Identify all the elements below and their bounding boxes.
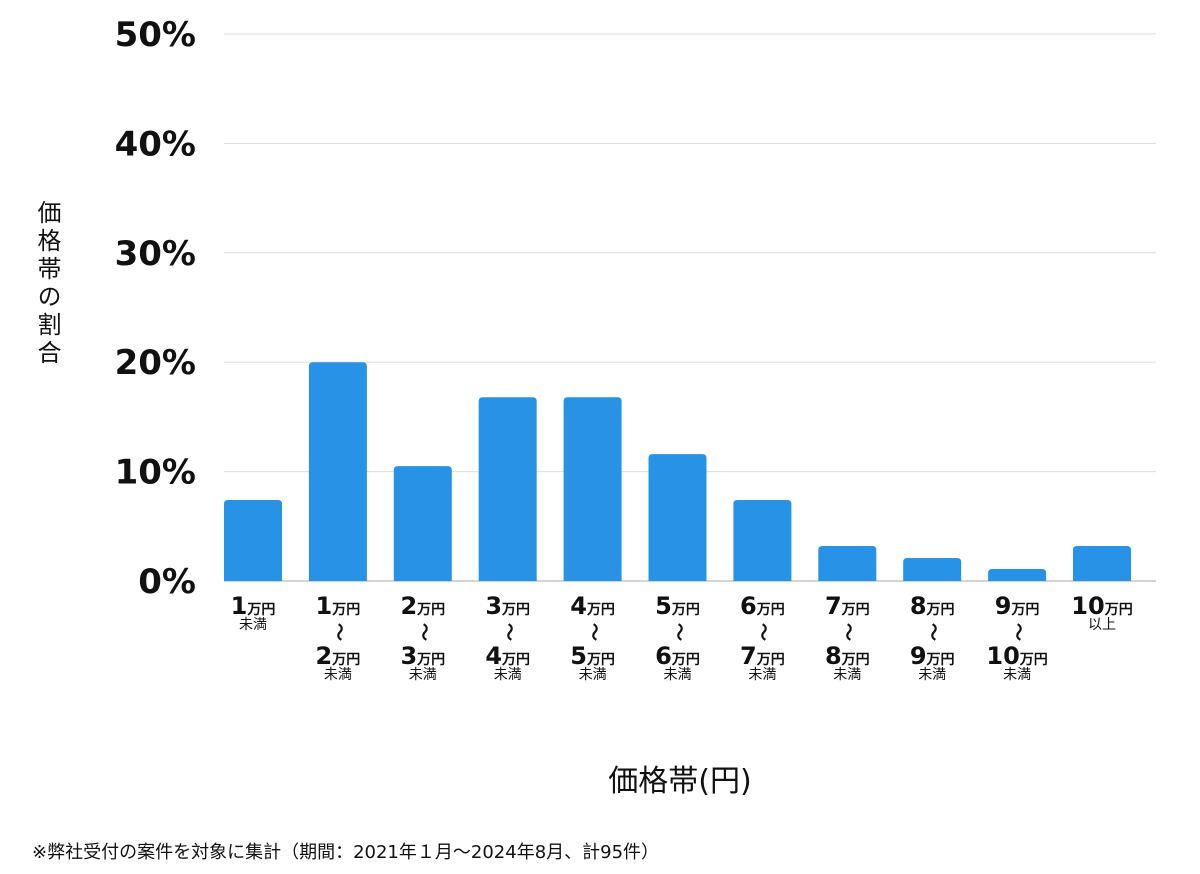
range-mark: 〜 xyxy=(327,623,349,641)
x-tick-label: 9万円〜 10万円 未満 xyxy=(975,594,1059,682)
range-to-unit: 万円 xyxy=(417,652,446,668)
range-from: 9 xyxy=(994,592,1012,620)
range-suffix: 未満 xyxy=(323,667,352,683)
y-tick-label: 50% xyxy=(115,15,196,55)
bar xyxy=(648,454,707,581)
range-suffix: 未満 xyxy=(408,667,437,683)
bar xyxy=(733,500,792,581)
bar xyxy=(818,545,877,581)
y-axis-label: 価格帯の割合 xyxy=(33,200,61,368)
bar xyxy=(903,558,962,581)
range-mark: 〜 xyxy=(412,623,434,641)
range-suffix: 未満 xyxy=(578,667,607,683)
y-tick-label: 30% xyxy=(115,234,196,274)
range-from: 1 xyxy=(315,592,333,620)
range-suffix: 未満 xyxy=(748,667,777,683)
bar xyxy=(308,362,367,581)
x-tick-label: 1万円〜 2万円 未満 xyxy=(296,594,380,682)
range-from-unit: 万円 xyxy=(1011,602,1040,618)
range-from-unit: 万円 xyxy=(841,602,870,618)
range-mark: 〜 xyxy=(667,623,689,641)
range-to-unit: 万円 xyxy=(756,652,785,668)
range-from: 7 xyxy=(824,592,842,620)
range-to: 4 xyxy=(485,642,503,670)
bar xyxy=(1073,545,1131,581)
x-tick-label: 10万円 以上 xyxy=(1060,594,1144,632)
bar xyxy=(563,397,622,581)
range-to-unit: 万円 xyxy=(671,652,700,668)
range-from-unit: 万円 xyxy=(247,602,276,618)
y-tick-label: 20% xyxy=(115,343,196,383)
y-tick-label: 40% xyxy=(115,124,196,164)
range-from: 4 xyxy=(570,592,587,620)
range-from-unit: 万円 xyxy=(1104,602,1133,618)
range-to-unit: 万円 xyxy=(1019,652,1048,668)
range-mark: 〜 xyxy=(1007,623,1029,641)
range-to: 7 xyxy=(740,642,757,670)
range-mark: 〜 xyxy=(752,623,774,641)
x-tick-label: 2万円〜 3万円 未満 xyxy=(381,594,465,682)
bar xyxy=(224,500,282,581)
range-to-unit: 万円 xyxy=(926,652,955,668)
range-from-unit: 万円 xyxy=(756,602,785,618)
range-to-unit: 万円 xyxy=(502,652,531,668)
range-to: 6 xyxy=(655,642,672,670)
range-to: 5 xyxy=(570,642,587,670)
range-to: 3 xyxy=(400,642,418,670)
x-tick-label: 1万円 未満 xyxy=(211,594,295,632)
range-to: 9 xyxy=(909,642,927,670)
y-tick-label: 10% xyxy=(115,453,196,493)
range-suffix: 未満 xyxy=(493,667,522,683)
x-tick-label: 6万円〜 7万円 未満 xyxy=(720,594,804,682)
range-suffix: 未満 xyxy=(663,667,692,683)
bar xyxy=(478,397,537,581)
range-mark: 〜 xyxy=(497,623,519,641)
x-tick-label: 8万円〜 9万円 未満 xyxy=(890,594,974,682)
range-to: 2 xyxy=(315,642,333,670)
x-axis-label: 価格帯(円) xyxy=(608,764,752,799)
range-from-unit: 万円 xyxy=(586,602,615,618)
range-from: 3 xyxy=(485,592,503,620)
range-from-unit: 万円 xyxy=(417,602,446,618)
range-suffix: 未満 xyxy=(833,667,862,683)
range-from: 2 xyxy=(400,592,418,620)
range-mark: 〜 xyxy=(582,623,604,641)
x-tick-label: 7万円〜 8万円 未満 xyxy=(805,594,889,682)
range-mark: 〜 xyxy=(922,623,944,641)
bar xyxy=(988,568,1047,581)
range-from: 6 xyxy=(740,592,757,620)
range-to-unit: 万円 xyxy=(332,652,361,668)
range-mark: 〜 xyxy=(837,623,859,641)
range-from: 8 xyxy=(909,592,927,620)
range-from-unit: 万円 xyxy=(671,602,700,618)
range-from: 5 xyxy=(655,592,672,620)
range-from: 1 xyxy=(230,592,248,620)
x-tick-label: 3万円〜 4万円 未満 xyxy=(466,594,550,682)
y-tick-label: 0% xyxy=(138,562,196,602)
range-from-unit: 万円 xyxy=(332,602,361,618)
range-from: 10 xyxy=(1071,592,1105,620)
range-from-unit: 万円 xyxy=(502,602,531,618)
range-to-unit: 万円 xyxy=(586,652,615,668)
range-to: 10 xyxy=(986,642,1020,670)
x-tick-label: 4万円〜 5万円 未満 xyxy=(551,594,635,682)
range-suffix: 以上 xyxy=(1088,617,1116,633)
range-suffix: 未満 xyxy=(1003,667,1032,683)
range-suffix: 未満 xyxy=(918,667,947,683)
footnote: ※弊社受付の案件を対象に集計（期間：2021年１月〜2024年8月、計95件） xyxy=(32,842,660,863)
range-to: 8 xyxy=(824,642,842,670)
range-suffix: 未満 xyxy=(239,617,267,633)
bar xyxy=(393,466,452,581)
range-to-unit: 万円 xyxy=(841,652,870,668)
range-from-unit: 万円 xyxy=(926,602,955,618)
x-tick-label: 5万円〜 6万円 未満 xyxy=(636,594,720,682)
